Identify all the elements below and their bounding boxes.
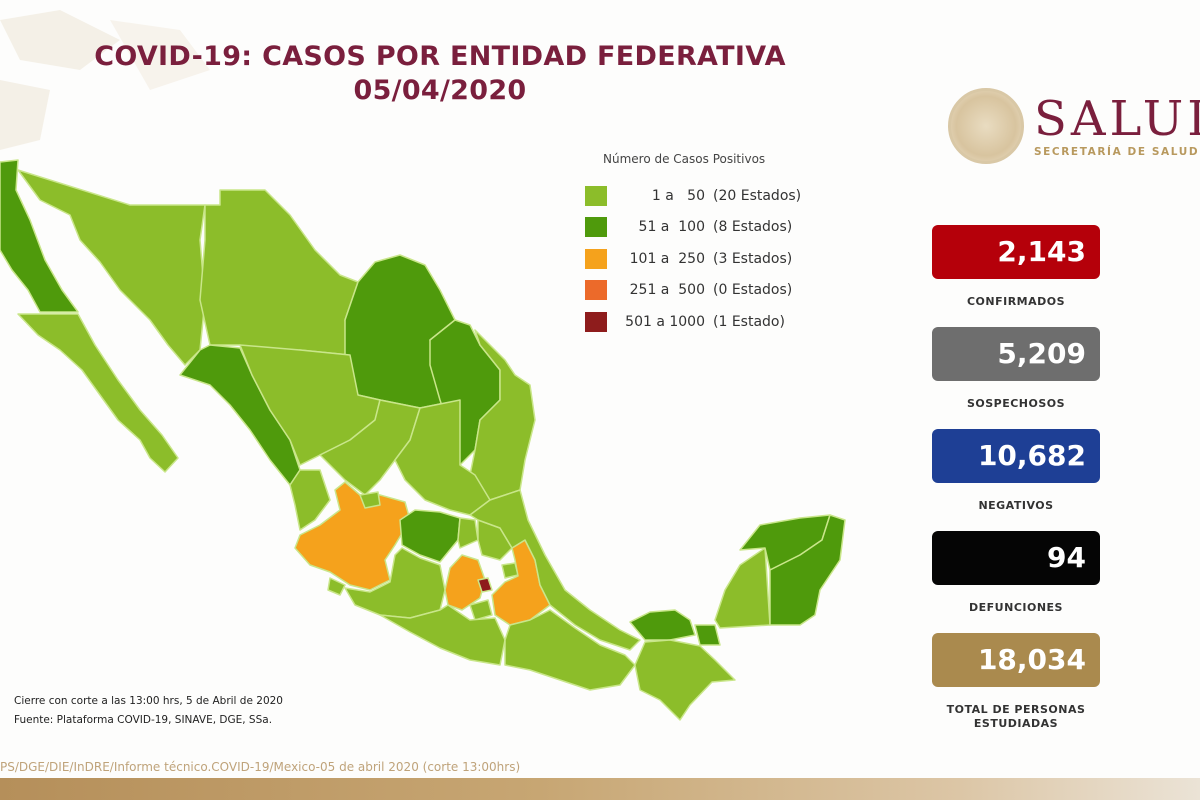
- state-sonora: [17, 169, 206, 366]
- legend-swatch: [585, 280, 607, 301]
- legend-swatch: [585, 185, 607, 206]
- legend: Número de Casos Positivos 1 a 50 (20 Est…: [585, 152, 801, 338]
- state-colima: [327, 577, 346, 596]
- legend-count: (1 Estado): [713, 313, 785, 330]
- logo-name: SALUD: [1034, 91, 1200, 147]
- legend-title: Número de Casos Positivos: [603, 152, 766, 166]
- title-line-1: COVID-19: CASOS POR ENTIDAD FEDERATIVA: [94, 41, 786, 72]
- legend-range: 1 a 50: [651, 187, 705, 204]
- state-guerrero: [379, 604, 506, 666]
- legend-count: (0 Estados): [713, 282, 793, 299]
- mexico-choropleth-map: [0, 159, 846, 721]
- state-campeche: [714, 547, 771, 629]
- state-tabasco: [629, 609, 696, 641]
- legend-swatch: [585, 311, 607, 332]
- legend-item: 51 a 100 (8 Estados): [585, 212, 801, 244]
- stats-panel: 2,143 CONFIRMADOS 5,209 SOSPECHOSOS 10,6…: [932, 225, 1100, 749]
- legend-range: 501 a 1000: [625, 313, 705, 330]
- page-title: COVID-19: CASOS POR ENTIDAD FEDERATIVA 0…: [80, 40, 800, 108]
- title-date: 05/04/2020: [353, 75, 527, 106]
- state-quintana-roo: [769, 514, 846, 626]
- bottom-decorative-bar: [0, 778, 1200, 800]
- state-chihuahua: [199, 189, 359, 359]
- background-watermark: [0, 10, 210, 150]
- state-san-luis-potosi: [394, 399, 491, 516]
- defunciones-label: DEFUNCIONES: [969, 601, 1063, 614]
- footnotes: Cierre con corte a las 13:00 hrs, 5 de A…: [14, 692, 283, 730]
- state-chiapas: [634, 639, 736, 721]
- legend-item: 251 a 500 (0 Estados): [585, 275, 801, 307]
- cutoff-note: Cierre con corte a las 13:00 hrs, 5 de A…: [14, 695, 283, 707]
- state-morelos: [469, 599, 493, 621]
- source-note: Fuente: Plataforma COVID-19, SINAVE, DGE…: [14, 714, 273, 726]
- total-estudiadas-value: 18,034: [932, 633, 1100, 687]
- legend-item: 101 a 250 (3 Estados): [585, 243, 801, 275]
- legend-item: 1 a 50 (20 Estados): [585, 180, 801, 212]
- legend-range: 51 a 100: [638, 219, 705, 236]
- salud-logo: SALUD SECRETARÍA DE SALUD: [948, 88, 1200, 164]
- legend-count: (3 Estados): [713, 250, 793, 267]
- legend-swatch: [585, 217, 607, 238]
- negativos-label: NEGATIVOS: [978, 499, 1054, 512]
- state-baja-california: [0, 159, 79, 313]
- state-aguascalientes: [359, 491, 381, 509]
- logo-subtitle: SECRETARÍA DE SALUD: [1034, 146, 1200, 158]
- legend-range: 101 a 250: [629, 250, 705, 267]
- national-seal-icon: [948, 88, 1024, 164]
- state-queretaro: [457, 517, 479, 549]
- state-campeche-border: [694, 624, 721, 646]
- state-baja-california-sur: [17, 313, 179, 473]
- sospechosos-value: 5,209: [932, 327, 1100, 381]
- legend-item: 501 a 1000 (1 Estado): [585, 306, 801, 338]
- state-veracruz: [469, 489, 641, 651]
- legend-count: (20 Estados): [713, 187, 802, 204]
- legend-count: (8 Estados): [713, 219, 793, 236]
- negativos-value: 10,682: [932, 429, 1100, 483]
- total-estudiadas-label: TOTAL DE PERSONAS ESTUDIADAS: [946, 703, 1086, 730]
- confirmados-label: CONFIRMADOS: [966, 295, 1066, 308]
- legend-range: 251 a 500: [629, 282, 705, 299]
- state-cdmx: [477, 577, 493, 593]
- state-nayarit: [289, 469, 331, 531]
- sospechosos-label: SOSPECHOSOS: [966, 397, 1066, 410]
- report-source-line: PS/DGE/DIE/InDRE/Informe técnico.COVID-1…: [0, 760, 521, 774]
- confirmados-value: 2,143: [932, 225, 1100, 279]
- defunciones-value: 94: [932, 531, 1100, 585]
- state-oaxaca: [504, 609, 636, 691]
- legend-swatch: [585, 248, 607, 269]
